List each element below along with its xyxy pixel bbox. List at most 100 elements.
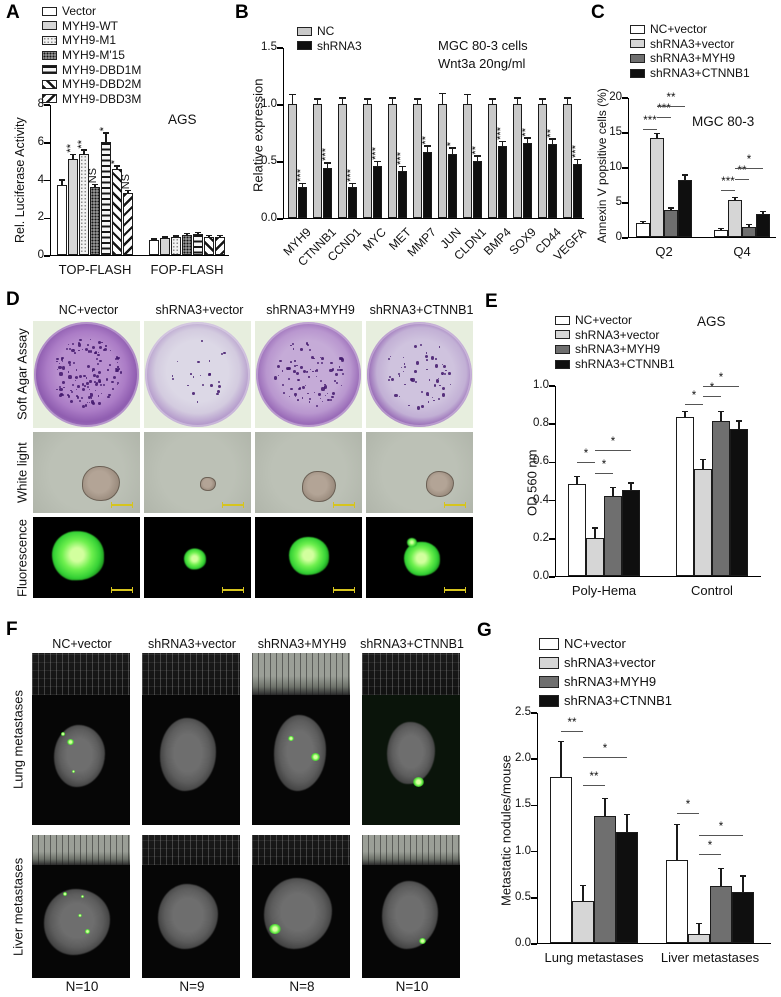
colony-dot (197, 360, 200, 364)
colony-dot (56, 360, 58, 363)
error-bar (734, 420, 744, 429)
colony-dot (59, 372, 63, 376)
colony-dot (89, 388, 91, 390)
colony-dot (425, 358, 428, 361)
colony-dot (68, 375, 72, 379)
fluorescent-spheroid (51, 531, 104, 581)
colony-dot (338, 357, 341, 360)
significance-bracket (577, 462, 595, 464)
colony-dot (95, 382, 99, 386)
axis-tick-label: 10 (609, 161, 622, 173)
colony-dot (277, 364, 281, 369)
colony-dot (290, 344, 292, 346)
colony-dot (111, 380, 114, 384)
error-bar (338, 97, 347, 104)
colony-dot (306, 343, 309, 347)
colony-dot (217, 380, 220, 384)
significance-label: * (109, 160, 121, 165)
colony-dot (442, 393, 446, 397)
colony-dot (294, 365, 296, 367)
error-bar (758, 210, 768, 214)
colony-dot (414, 369, 418, 373)
significance-label: * (601, 458, 607, 471)
axis-tick-label: 0.0 (261, 212, 277, 224)
colony-dot (87, 349, 91, 353)
colony-dot (305, 342, 309, 346)
colony-dot (68, 361, 72, 364)
colony-dot (295, 364, 298, 367)
significance-label: *** (319, 148, 332, 162)
colony-dot (114, 357, 117, 360)
axis-tick (531, 850, 537, 853)
error-bar (488, 98, 497, 104)
error-bar (463, 93, 472, 104)
legend-item: MYH9-M1 (42, 33, 141, 48)
colony-dot (75, 395, 78, 397)
colony-dot (69, 389, 72, 392)
bar (513, 104, 522, 218)
soft-agar-image (255, 321, 362, 428)
error-bar (652, 133, 662, 138)
legend-label: MYH9-M'15 (62, 48, 125, 63)
bar (710, 885, 732, 943)
legend-label: NC+vector (575, 313, 633, 328)
bar (448, 154, 457, 218)
colony-dot (84, 347, 88, 351)
bar (90, 187, 100, 255)
bar (388, 104, 397, 218)
scale-bar (444, 502, 466, 508)
x-axis-label: Q4 (733, 244, 751, 259)
ruler (252, 653, 350, 695)
significance-label: ** (76, 139, 88, 149)
significance-label: ** (666, 92, 676, 105)
colony-dot (92, 368, 95, 371)
legend-swatch (630, 53, 645, 63)
bar (160, 238, 170, 255)
legend-label: MYH9-DBD1M (62, 62, 142, 77)
bar (68, 158, 78, 255)
colony-dot (75, 380, 77, 382)
bar (594, 816, 616, 943)
legend-item: MYH9-M'15 (42, 48, 141, 63)
ruler (32, 653, 130, 695)
legend-item: shRNA3+CTNNB1 (555, 357, 675, 372)
colony-dot (67, 394, 69, 396)
bar (348, 187, 357, 218)
error-bar (423, 145, 432, 152)
colony-dot (67, 371, 70, 373)
colony-dot (326, 392, 329, 395)
colony-dot (223, 352, 226, 355)
ruler (252, 835, 350, 865)
bar (523, 142, 532, 218)
scale-bar (333, 587, 355, 593)
legend-swatch (42, 94, 57, 104)
bar (149, 239, 159, 255)
colony-dot (302, 385, 305, 389)
colony-dot (87, 364, 91, 368)
colony-dot (62, 380, 66, 384)
colony-dot (97, 395, 100, 397)
legend-item: shRNA3+MYH9 (630, 51, 750, 66)
row-label-soft-agar: Soft Agar Assay (14, 328, 30, 421)
x-axis-label: BMP4 (480, 225, 514, 259)
colony-dot (199, 375, 201, 377)
bar (112, 169, 122, 255)
error-bar (123, 189, 133, 193)
significance-label: ** (419, 135, 432, 145)
bar (498, 146, 507, 218)
colony-dot (87, 385, 90, 388)
colony-dot (313, 357, 315, 359)
colony-dot (84, 403, 88, 407)
colony-dot (292, 348, 295, 350)
bar (688, 933, 710, 943)
legend-item: shRNA3+vector (539, 653, 672, 672)
colony-dot (216, 389, 220, 393)
legend-swatch (42, 79, 57, 89)
colony-dot (331, 395, 334, 399)
colony-dot (338, 365, 341, 368)
colony-dot (106, 378, 109, 381)
colony-dot (400, 366, 403, 369)
od560-bar-chart: 0.0 0.2 0.4 0.6 0.8 1.0 Poly-Hema Control * * * * * * (533, 372, 761, 598)
colony-dot (425, 355, 429, 359)
